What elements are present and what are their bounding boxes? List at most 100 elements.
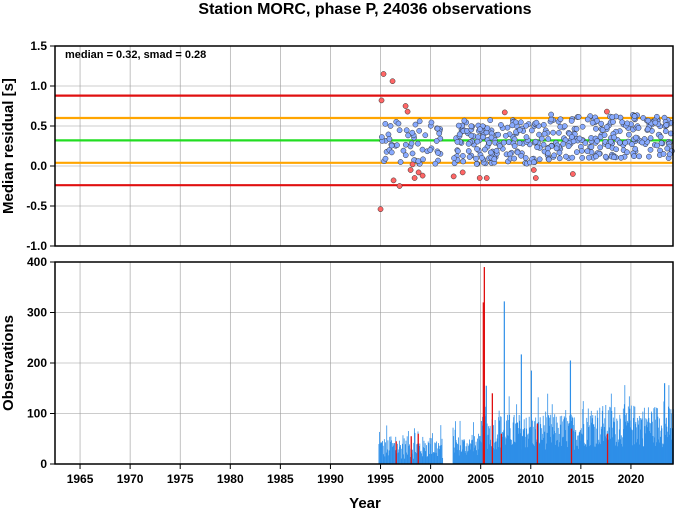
observation-bar (583, 442, 585, 464)
observation-bar (594, 415, 596, 464)
observation-bar (588, 427, 590, 464)
residual-point (483, 175, 490, 181)
observation-bar (541, 433, 543, 464)
observation-bar (430, 438, 432, 464)
observation-bar (542, 415, 544, 464)
top-y-tick-label: 0.0 (30, 159, 47, 173)
observation-bar (614, 434, 616, 464)
x-tick-label: 2005 (467, 472, 494, 486)
observation-bar (671, 439, 673, 464)
observation-bar (630, 420, 632, 464)
observation-bar (553, 417, 555, 464)
observation-bar (552, 434, 554, 464)
residual-point (561, 123, 568, 129)
observation-bar (482, 416, 483, 464)
observation-bar (458, 455, 460, 464)
residual-point (465, 140, 472, 147)
observation-bar (524, 428, 526, 464)
observation-bar (651, 413, 653, 464)
observation-bar (543, 437, 545, 464)
x-tick-label: 2010 (517, 472, 544, 486)
observation-bar (660, 430, 662, 464)
residual-point (377, 206, 384, 213)
observation-bar (608, 439, 610, 464)
observation-bar (459, 420, 461, 464)
observation-bar (434, 442, 436, 464)
observation-bar (614, 407, 616, 464)
observation-bar (492, 447, 494, 464)
observation-bar (655, 407, 657, 464)
observation-bar (427, 456, 429, 464)
bottom-y-tick-label: 400 (27, 255, 47, 269)
observation-bar (514, 441, 516, 464)
residual-point (450, 173, 457, 180)
observation-bar (657, 439, 659, 464)
observation-bar (581, 433, 583, 464)
observation-bar (521, 435, 523, 464)
observation-bar (610, 438, 612, 464)
observation-bar (520, 354, 522, 464)
observation-bar (526, 434, 528, 464)
observation-bar (656, 442, 658, 464)
residual-point (484, 125, 491, 132)
observation-bar (403, 454, 404, 464)
observation-bar (572, 430, 574, 464)
observation-bar (621, 437, 623, 464)
residual-point (584, 148, 591, 154)
observation-bar (406, 436, 408, 464)
observation-bar (409, 444, 410, 464)
residual-point (435, 150, 441, 156)
observation-bar (506, 435, 508, 464)
observation-bar (518, 414, 520, 464)
residual-point (403, 127, 410, 134)
observation-bar (519, 433, 521, 464)
residual-point (432, 160, 439, 167)
observation-bar (560, 445, 562, 464)
observation-bar (545, 417, 547, 464)
observation-bar (569, 415, 571, 464)
observation-bar (544, 431, 546, 464)
observation-bar (424, 443, 426, 464)
observation-bar (625, 415, 627, 464)
residual-point (660, 151, 667, 157)
observation-bar (460, 445, 461, 464)
residual-point (397, 159, 404, 165)
observation-bar (514, 442, 516, 464)
observation-bar (630, 405, 632, 464)
observation-bar (399, 446, 401, 464)
residual-point (610, 119, 616, 125)
observation-bar (502, 432, 504, 464)
observation-bar (527, 447, 529, 464)
residual-point (411, 175, 418, 181)
residual-point (530, 159, 537, 166)
residual-point (540, 121, 547, 128)
top-panel-frame (54, 45, 674, 247)
observation-bar (608, 427, 610, 464)
observation-bar (489, 428, 491, 464)
observation-bar (556, 422, 558, 464)
observation-bar (589, 415, 591, 464)
observation-bar (467, 450, 469, 464)
observation-bar (629, 408, 631, 464)
x-tick-label: 2015 (567, 472, 594, 486)
observation-bar (644, 433, 646, 464)
observation-bar (667, 431, 669, 464)
observation-bar (525, 447, 527, 464)
observation-bar (477, 438, 478, 464)
observation-bar (487, 434, 489, 464)
observation-bar (622, 408, 624, 464)
residual-point (605, 143, 611, 149)
residual-point (387, 123, 394, 129)
observation-bar (413, 442, 415, 464)
observation-bar (435, 452, 437, 464)
observation-bar (592, 415, 594, 464)
observation-bar (607, 410, 609, 464)
residual-point (474, 138, 481, 145)
residual-point (405, 132, 411, 139)
residual-point (390, 177, 397, 184)
observation-bar (436, 456, 438, 464)
observation-bar (496, 449, 498, 464)
observation-bar (660, 425, 662, 464)
observation-bar (432, 453, 434, 464)
observation-bar (628, 396, 630, 464)
